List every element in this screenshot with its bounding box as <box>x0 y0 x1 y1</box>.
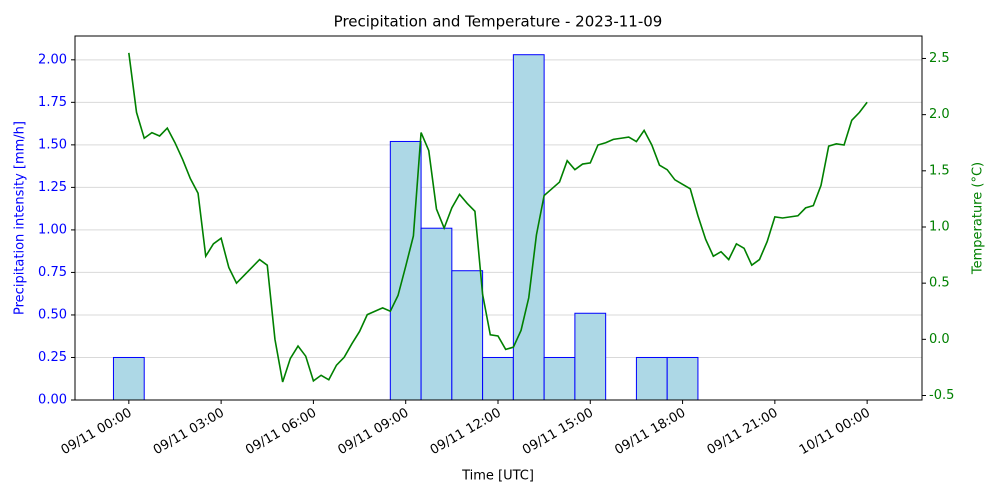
x-tick-label: 09/11 21:00 <box>705 406 781 459</box>
y2-tick-label: 1.0 <box>929 219 950 234</box>
x-tick-label: 09/11 12:00 <box>428 406 504 459</box>
x-axis-label: Time [UTC] <box>461 469 534 484</box>
bar <box>543 356 576 401</box>
x-tick-label: 10/11 00:00 <box>797 406 873 459</box>
plot-frame <box>74 35 923 401</box>
bar <box>420 227 453 401</box>
bar <box>666 356 699 401</box>
temperature-line <box>128 52 868 383</box>
x-tick-label: 09/11 00:00 <box>59 406 135 459</box>
y-tick-label: 1.50 <box>38 137 67 152</box>
y2-axis-label: Temperature (°C) <box>971 162 986 275</box>
y-tick-label: 1.75 <box>38 95 67 110</box>
x-tick-label: 09/11 15:00 <box>520 406 596 459</box>
x-tick-label: 09/11 06:00 <box>243 406 319 459</box>
bar <box>451 270 484 401</box>
bar <box>512 54 545 401</box>
y2-tick-label: 0.0 <box>929 332 950 347</box>
y-tick-label: 0.50 <box>38 307 67 322</box>
y-tick-label: 1.00 <box>38 222 67 237</box>
y2-tick-label: -0.5 <box>929 388 954 403</box>
x-tick-label: 09/11 09:00 <box>335 406 411 459</box>
y2-tick-label: 1.5 <box>929 163 950 178</box>
y2-tick-label: 2.0 <box>929 107 950 122</box>
y-tick-label: 0.00 <box>38 393 67 408</box>
bar <box>389 140 422 401</box>
x-tick-label: 09/11 18:00 <box>612 406 688 459</box>
bar <box>112 356 145 401</box>
bar <box>574 312 607 401</box>
y2-tick-label: 2.5 <box>929 51 950 66</box>
y-axis-label: Precipitation intensity [mm/h] <box>13 121 28 315</box>
chart-title: Precipitation and Temperature - 2023-11-… <box>334 13 663 31</box>
y-tick-label: 2.00 <box>38 52 67 67</box>
bar <box>635 356 668 401</box>
bar <box>482 356 514 401</box>
y-tick-label: 0.25 <box>38 350 67 365</box>
y2-tick-label: 0.5 <box>929 276 950 291</box>
x-tick-label: 09/11 03:00 <box>151 406 227 459</box>
y-tick-label: 0.75 <box>38 265 67 280</box>
y-tick-label: 1.25 <box>38 180 67 195</box>
